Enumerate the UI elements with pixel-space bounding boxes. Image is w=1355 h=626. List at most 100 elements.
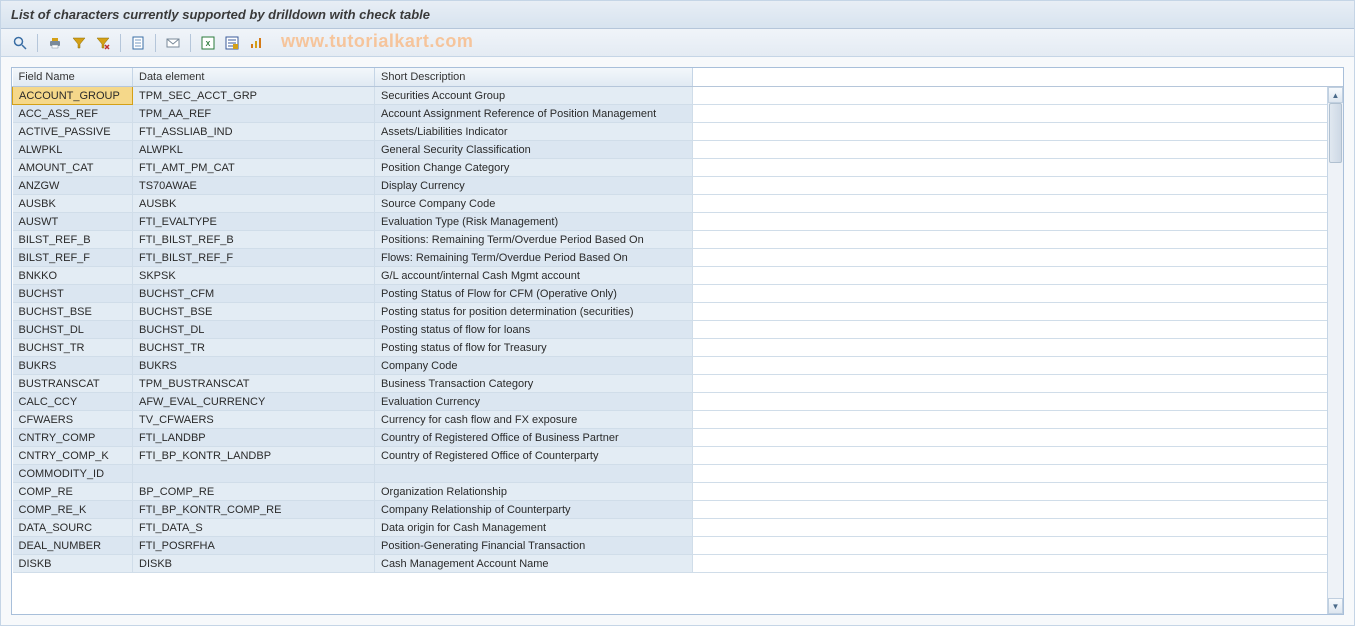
column-header-field[interactable]: Field Name [13, 68, 133, 87]
cell-element[interactable]: BUCHST_DL [133, 321, 375, 339]
cell-element[interactable]: FTI_AMT_PM_CAT [133, 159, 375, 177]
cell-field[interactable]: AUSBK [13, 195, 133, 213]
cell-field[interactable]: BILST_REF_B [13, 231, 133, 249]
cell-element[interactable]: TPM_BUSTRANSCAT [133, 375, 375, 393]
table-row[interactable]: COMP_REBP_COMP_REOrganization Relationsh… [13, 483, 1344, 501]
cell-element[interactable]: TPM_SEC_ACCT_GRP [133, 87, 375, 105]
cell-element[interactable]: TV_CFWAERS [133, 411, 375, 429]
cell-element[interactable]: FTI_LANDBP [133, 429, 375, 447]
details-button[interactable] [9, 33, 31, 53]
cell-field[interactable]: COMP_RE [13, 483, 133, 501]
vertical-scrollbar[interactable]: ▲ ▼ [1327, 87, 1343, 614]
cell-field[interactable]: BUCHST_TR [13, 339, 133, 357]
cell-field[interactable]: DATA_SOURC [13, 519, 133, 537]
word-button[interactable] [221, 33, 243, 53]
cell-element[interactable]: AFW_EVAL_CURRENCY [133, 393, 375, 411]
cell-element[interactable]: BUCHST_CFM [133, 285, 375, 303]
cell-field[interactable]: CALC_CCY [13, 393, 133, 411]
cell-desc[interactable]: Evaluation Currency [375, 393, 693, 411]
cell-field[interactable]: AUSWT [13, 213, 133, 231]
table-row[interactable]: COMMODITY_ID [13, 465, 1344, 483]
mail-button[interactable] [162, 33, 184, 53]
cell-desc[interactable]: Country of Registered Office of Counterp… [375, 447, 693, 465]
cell-element[interactable]: DISKB [133, 555, 375, 573]
cell-element[interactable]: AUSBK [133, 195, 375, 213]
table-row[interactable]: AUSBKAUSBKSource Company Code [13, 195, 1344, 213]
table-row[interactable]: AUSWTFTI_EVALTYPEEvaluation Type (Risk M… [13, 213, 1344, 231]
column-header-desc[interactable]: Short Description [375, 68, 693, 87]
table-row[interactable]: CNTRY_COMP_KFTI_BP_KONTR_LANDBPCountry o… [13, 447, 1344, 465]
table-row[interactable]: AMOUNT_CATFTI_AMT_PM_CATPosition Change … [13, 159, 1344, 177]
cell-field[interactable]: DISKB [13, 555, 133, 573]
table-row[interactable]: CNTRY_COMPFTI_LANDBPCountry of Registere… [13, 429, 1344, 447]
cell-desc[interactable]: Cash Management Account Name [375, 555, 693, 573]
cell-element[interactable]: FTI_ASSLIAB_IND [133, 123, 375, 141]
cell-field[interactable]: COMMODITY_ID [13, 465, 133, 483]
excel-button[interactable]: X [197, 33, 219, 53]
cell-field[interactable]: BUCHST [13, 285, 133, 303]
cell-element[interactable]: TPM_AA_REF [133, 105, 375, 123]
cell-desc[interactable]: Source Company Code [375, 195, 693, 213]
cell-field[interactable]: BUSTRANSCAT [13, 375, 133, 393]
table-row[interactable]: DATA_SOURCFTI_DATA_SData origin for Cash… [13, 519, 1344, 537]
cell-desc[interactable]: Posting Status of Flow for CFM (Operativ… [375, 285, 693, 303]
cell-desc[interactable]: Assets/Liabilities Indicator [375, 123, 693, 141]
cell-desc[interactable]: G/L account/internal Cash Mgmt account [375, 267, 693, 285]
cell-desc[interactable]: Account Assignment Reference of Position… [375, 105, 693, 123]
scroll-track[interactable] [1328, 103, 1343, 598]
table-row[interactable]: BUKRSBUKRSCompany Code [13, 357, 1344, 375]
export-button[interactable] [127, 33, 149, 53]
cell-desc[interactable]: Position-Generating Financial Transactio… [375, 537, 693, 555]
cell-element[interactable]: BP_COMP_RE [133, 483, 375, 501]
filter-delete-button[interactable] [92, 33, 114, 53]
cell-field[interactable]: BUKRS [13, 357, 133, 375]
table-row[interactable]: BILST_REF_BFTI_BILST_REF_BPositions: Rem… [13, 231, 1344, 249]
cell-desc[interactable]: Display Currency [375, 177, 693, 195]
cell-element[interactable]: TS70AWAE [133, 177, 375, 195]
cell-desc[interactable]: Country of Registered Office of Business… [375, 429, 693, 447]
cell-field[interactable]: BUCHST_DL [13, 321, 133, 339]
cell-desc[interactable]: Currency for cash flow and FX exposure [375, 411, 693, 429]
table-row[interactable]: COMP_RE_KFTI_BP_KONTR_COMP_RECompany Rel… [13, 501, 1344, 519]
cell-element[interactable]: ALWPKL [133, 141, 375, 159]
cell-element[interactable]: FTI_EVALTYPE [133, 213, 375, 231]
cell-element[interactable]: FTI_BP_KONTR_COMP_RE [133, 501, 375, 519]
cell-desc[interactable] [375, 465, 693, 483]
cell-field[interactable]: CNTRY_COMP [13, 429, 133, 447]
table-row[interactable]: BUCHST_TRBUCHST_TRPosting status of flow… [13, 339, 1344, 357]
cell-field[interactable]: ACCOUNT_GROUP [13, 87, 133, 105]
cell-field[interactable]: ACC_ASS_REF [13, 105, 133, 123]
cell-desc[interactable]: Data origin for Cash Management [375, 519, 693, 537]
cell-element[interactable]: FTI_POSRFHA [133, 537, 375, 555]
scroll-thumb[interactable] [1329, 103, 1342, 163]
cell-field[interactable]: DEAL_NUMBER [13, 537, 133, 555]
cell-element[interactable]: FTI_BP_KONTR_LANDBP [133, 447, 375, 465]
cell-element[interactable]: SKPSK [133, 267, 375, 285]
cell-field[interactable]: BILST_REF_F [13, 249, 133, 267]
cell-desc[interactable]: Posting status for position determinatio… [375, 303, 693, 321]
cell-field[interactable]: ANZGW [13, 177, 133, 195]
cell-desc[interactable]: Position Change Category [375, 159, 693, 177]
cell-element[interactable] [133, 465, 375, 483]
scroll-up-button[interactable]: ▲ [1328, 87, 1343, 103]
table-row[interactable]: CALC_CCYAFW_EVAL_CURRENCYEvaluation Curr… [13, 393, 1344, 411]
table-row[interactable]: ALWPKLALWPKLGeneral Security Classificat… [13, 141, 1344, 159]
table-row[interactable]: CFWAERSTV_CFWAERSCurrency for cash flow … [13, 411, 1344, 429]
table-row[interactable]: ACTIVE_PASSIVEFTI_ASSLIAB_INDAssets/Liab… [13, 123, 1344, 141]
column-header-element[interactable]: Data element [133, 68, 375, 87]
cell-field[interactable]: CFWAERS [13, 411, 133, 429]
table-row[interactable]: ACC_ASS_REFTPM_AA_REFAccount Assignment … [13, 105, 1344, 123]
cell-element[interactable]: BUCHST_BSE [133, 303, 375, 321]
cell-desc[interactable]: Company Code [375, 357, 693, 375]
cell-field[interactable]: CNTRY_COMP_K [13, 447, 133, 465]
table-row[interactable]: BUCHST_DLBUCHST_DLPosting status of flow… [13, 321, 1344, 339]
cell-field[interactable]: COMP_RE_K [13, 501, 133, 519]
localfile-button[interactable] [245, 33, 267, 53]
cell-desc[interactable]: Evaluation Type (Risk Management) [375, 213, 693, 231]
table-row[interactable]: BILST_REF_FFTI_BILST_REF_FFlows: Remaini… [13, 249, 1344, 267]
cell-field[interactable]: BUCHST_BSE [13, 303, 133, 321]
cell-desc[interactable]: Flows: Remaining Term/Overdue Period Bas… [375, 249, 693, 267]
cell-element[interactable]: BUCHST_TR [133, 339, 375, 357]
cell-desc[interactable]: Positions: Remaining Term/Overdue Period… [375, 231, 693, 249]
cell-desc[interactable]: Posting status of flow for Treasury [375, 339, 693, 357]
